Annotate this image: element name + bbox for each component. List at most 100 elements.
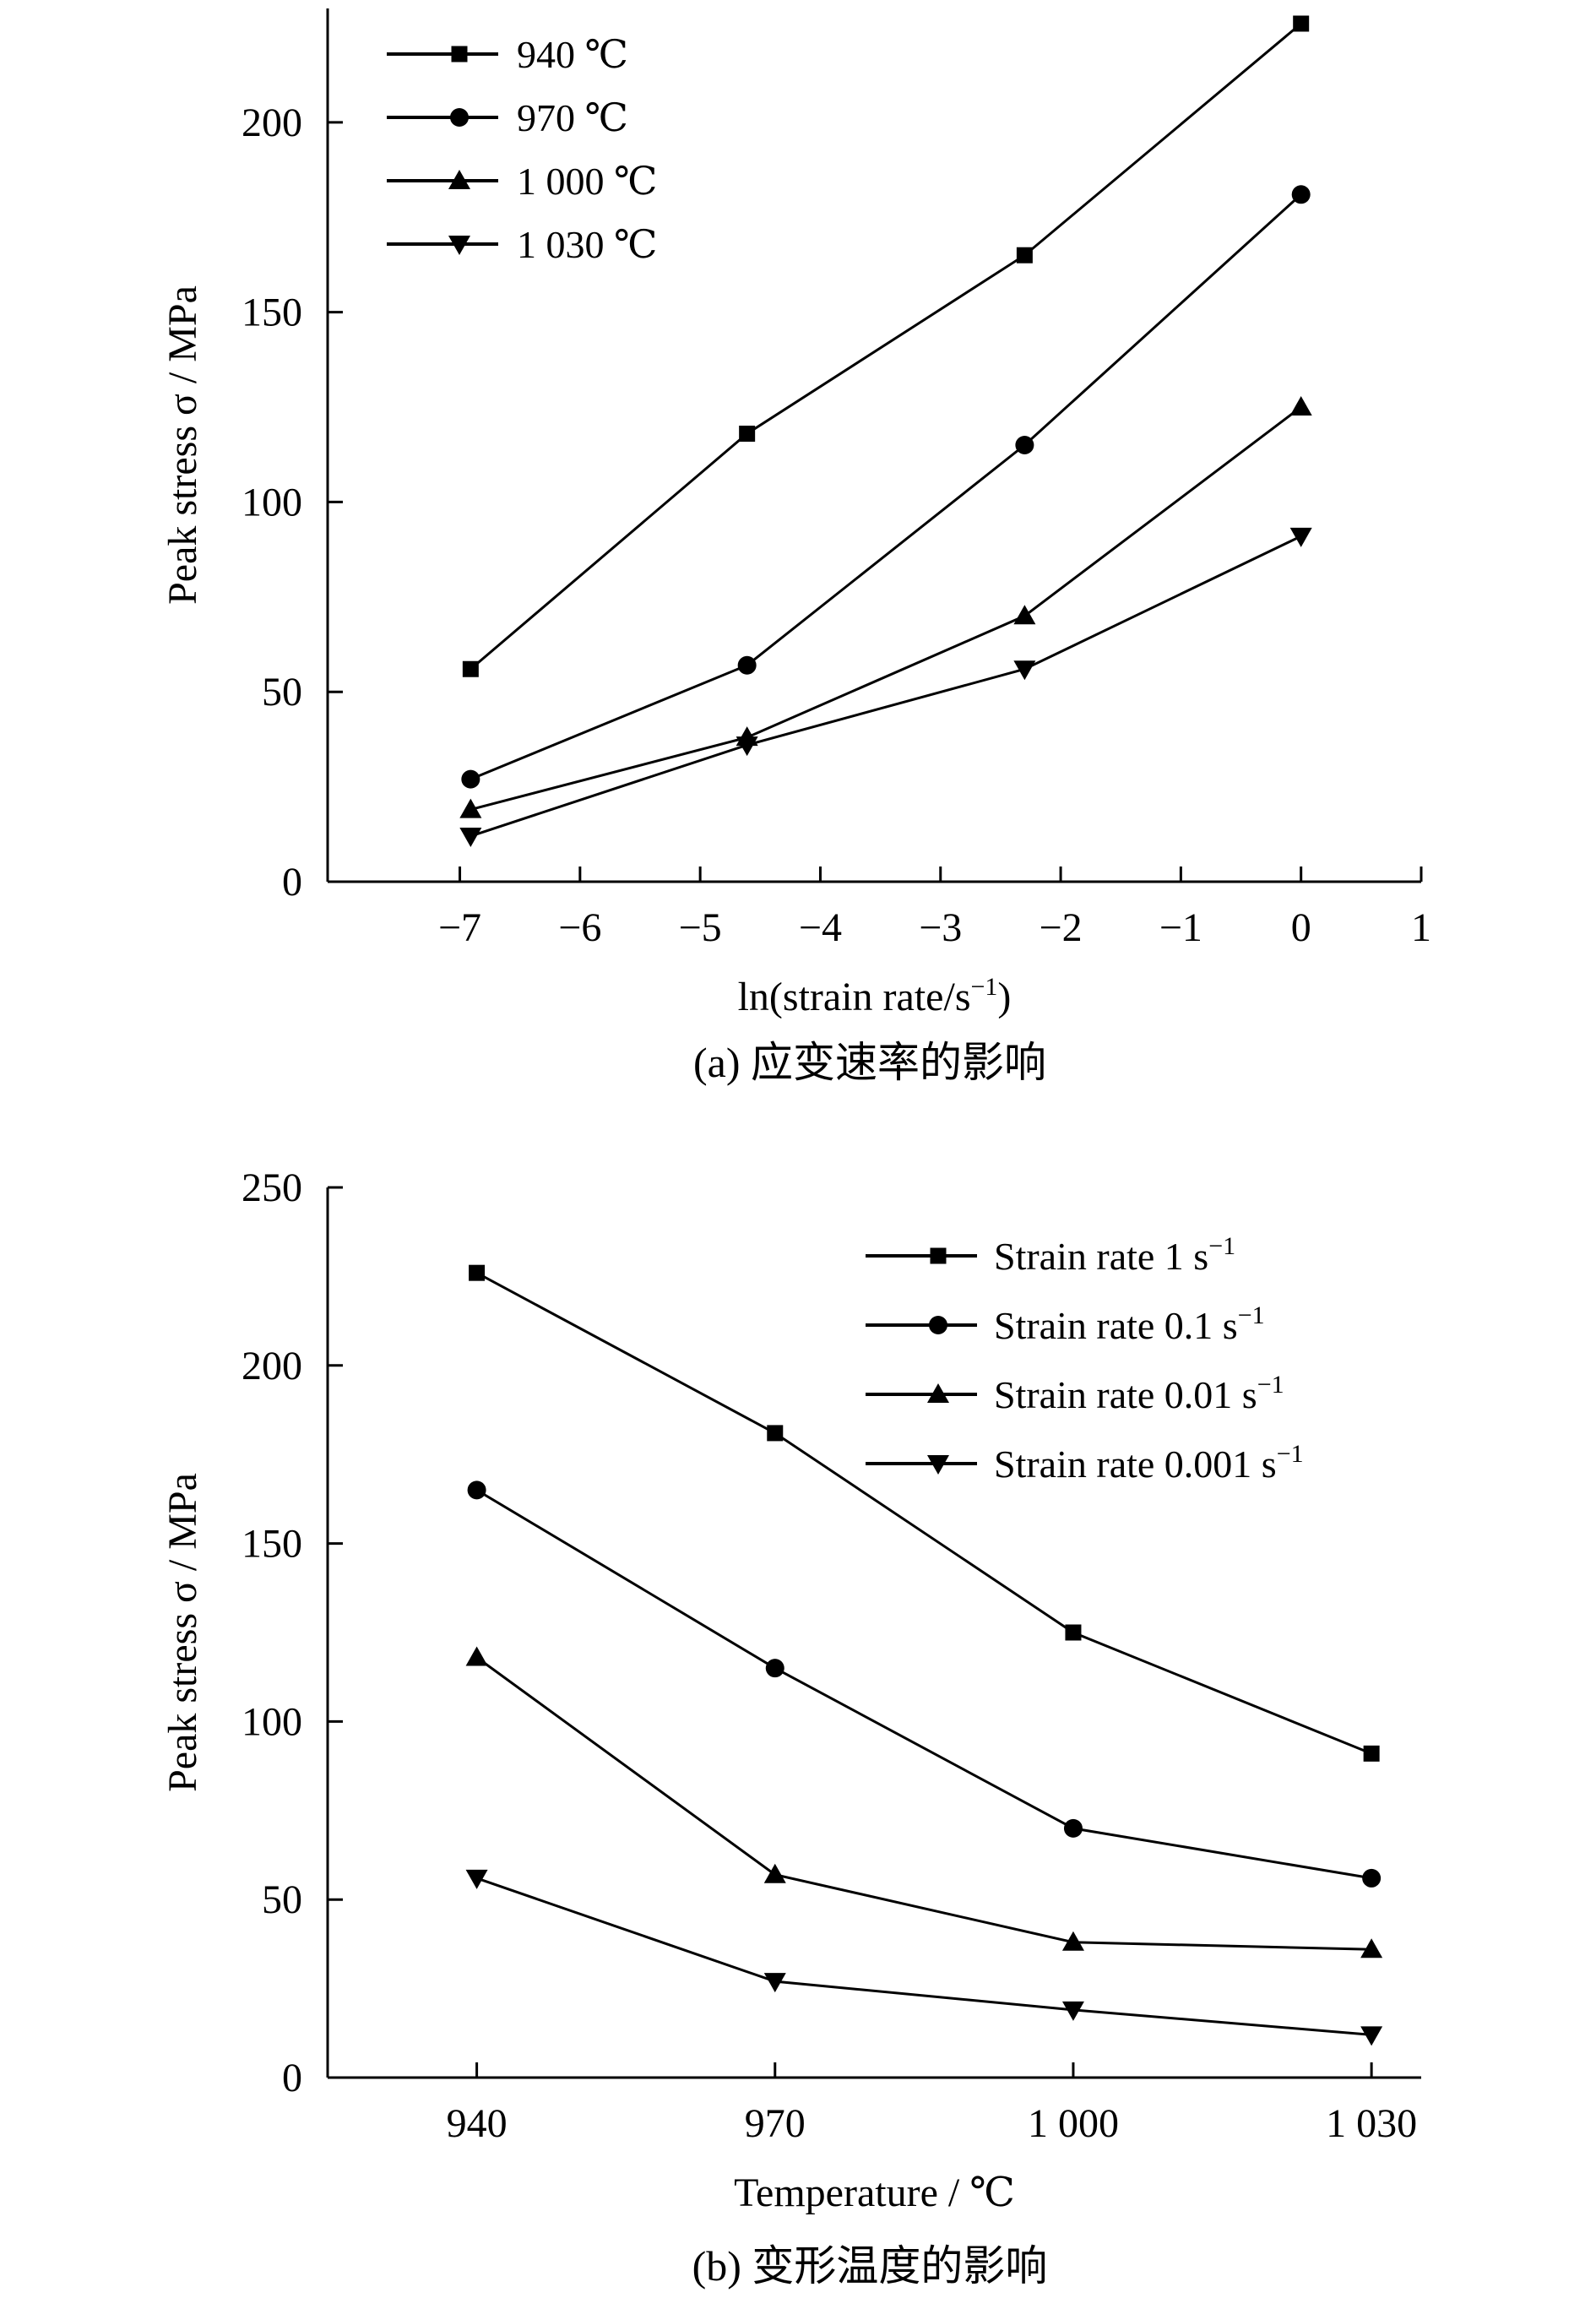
x-tick-label: 970 (745, 2101, 806, 2146)
legend-label: Strain rate 0.1 s−1 (994, 1301, 1265, 1347)
legend-marker (927, 1455, 949, 1475)
series-line (475, 1656, 1372, 1951)
y-tick-label: 200 (242, 1344, 302, 1388)
legend-label-text: Strain rate 0.001 s (994, 1442, 1277, 1486)
data-point (1360, 1938, 1383, 1958)
y-tick-label: 50 (262, 670, 302, 714)
series-line (470, 535, 1302, 838)
data-point (465, 1646, 488, 1666)
figure-caption: (b) 变形温度的影响 (692, 2242, 1048, 2290)
data-point (765, 1659, 784, 1678)
legend-label-text: 940 ℃ (517, 33, 628, 76)
data-point (1362, 1868, 1382, 1888)
legend-marker (930, 1247, 947, 1264)
series-triangle-down (465, 1869, 1383, 2046)
x-tick-label: 1 (1411, 905, 1431, 950)
x-tick-label: −4 (799, 905, 842, 950)
data-point (1016, 247, 1033, 263)
x-tick-label: −7 (438, 905, 481, 950)
legend-label-text: 1 030 ℃ (517, 223, 657, 266)
legend-label-text: Strain rate 0.01 s (994, 1373, 1257, 1416)
chart-panel-a: 0 50 100 150 200 −7 −6 −5 −4 −3 −2 −1 0 1 Peak stress … (160, 8, 1431, 1086)
legend-label-sup: −1 (1277, 1440, 1304, 1468)
legend-marker (929, 1316, 947, 1334)
legend-label: Strain rate 0.01 s−1 (994, 1371, 1284, 1416)
x-tick-label: 1 000 (1028, 2101, 1119, 2146)
data-point (1360, 2026, 1383, 2046)
legend-label: 970 ℃ (517, 96, 628, 139)
chart-panel-b: 0 50 100 150 200 250 940 970 1 000 1 030 Peak stre… (160, 1165, 1421, 2290)
data-point (462, 660, 479, 677)
y-tick-label: 0 (282, 2056, 302, 2100)
series-line (476, 1877, 1372, 2036)
series-line (475, 1271, 1372, 1755)
data-point (1291, 185, 1311, 204)
data-point (763, 1863, 786, 1883)
y-tick-label: 150 (242, 291, 302, 335)
series-square (469, 1264, 1380, 1762)
x-axis-title-text: ln(strain rate/s (738, 975, 971, 1019)
legend-marker (451, 46, 468, 62)
x-tick-label: −6 (558, 905, 601, 950)
series-line (475, 1489, 1372, 1880)
series-line (470, 405, 1302, 812)
x-axis-title-sup: −1 (971, 973, 998, 1001)
figure-caption: (a) 应变速率的影响 (693, 1039, 1046, 1086)
data-point (739, 426, 756, 443)
data-point (767, 1425, 784, 1442)
data-point (1293, 15, 1310, 32)
legend-marker (448, 236, 470, 255)
legend-label: Strain rate 1 s−1 (994, 1232, 1235, 1278)
x-axis-title: ln(strain rate/s−1) (738, 973, 1012, 1019)
y-tick-label: 200 (242, 101, 302, 145)
data-point (459, 798, 482, 818)
y-tick-label: 250 (242, 1165, 302, 1210)
series-triangle-up (465, 1646, 1383, 1958)
x-tick-label: 0 (1291, 905, 1311, 950)
data-point (1061, 1931, 1084, 1951)
series-circle (467, 1480, 1382, 1888)
legend: 940 ℃ 970 ℃ 1 000 ℃ 1 030 ℃ (387, 33, 657, 266)
data-point (1013, 605, 1036, 625)
data-point (469, 1264, 486, 1281)
x-tick-label: 1 030 (1326, 2101, 1417, 2146)
legend-marker (448, 170, 470, 189)
data-point (737, 655, 757, 675)
legend-label-sup: −1 (1257, 1371, 1284, 1399)
data-point (461, 769, 480, 789)
legend-label: Strain rate 0.001 s−1 (994, 1440, 1304, 1486)
y-tick-label: 150 (242, 1522, 302, 1567)
y-tick-label: 50 (262, 1877, 302, 1922)
x-tick-label: −3 (919, 905, 962, 950)
data-point (1289, 527, 1312, 547)
legend-label-text: Strain rate 0.1 s (994, 1304, 1238, 1347)
data-point (1065, 1624, 1082, 1641)
legend-label: 940 ℃ (517, 33, 628, 76)
data-point (1063, 1818, 1083, 1838)
data-point (1289, 396, 1312, 416)
data-point (465, 1869, 488, 1889)
series-circle (461, 185, 1311, 789)
x-tick-label: −2 (1040, 905, 1083, 950)
data-point (1013, 660, 1036, 681)
x-axis-title-text: Temperature / ℃ (734, 2170, 1015, 2215)
data-point (736, 736, 758, 757)
legend-label-text: 970 ℃ (517, 96, 628, 139)
x-tick-label: −5 (679, 905, 722, 950)
legend-label-sup: −1 (1238, 1301, 1265, 1329)
x-tick-label: −1 (1159, 905, 1202, 950)
series-line (470, 193, 1302, 781)
series-triangle-down (459, 527, 1312, 848)
y-axis-title: Peak stress σ / MPa (160, 285, 205, 605)
series-triangle-up (459, 396, 1312, 818)
x-axis-title: Temperature / ℃ (734, 2170, 1015, 2215)
x-tick-label: 940 (447, 2101, 508, 2146)
y-tick-label: 0 (282, 860, 302, 905)
data-point (1015, 436, 1034, 454)
series-square (462, 15, 1310, 677)
legend-label: 1 030 ℃ (517, 223, 657, 266)
data-point (763, 1973, 786, 1993)
legend-label: 1 000 ℃ (517, 160, 657, 203)
